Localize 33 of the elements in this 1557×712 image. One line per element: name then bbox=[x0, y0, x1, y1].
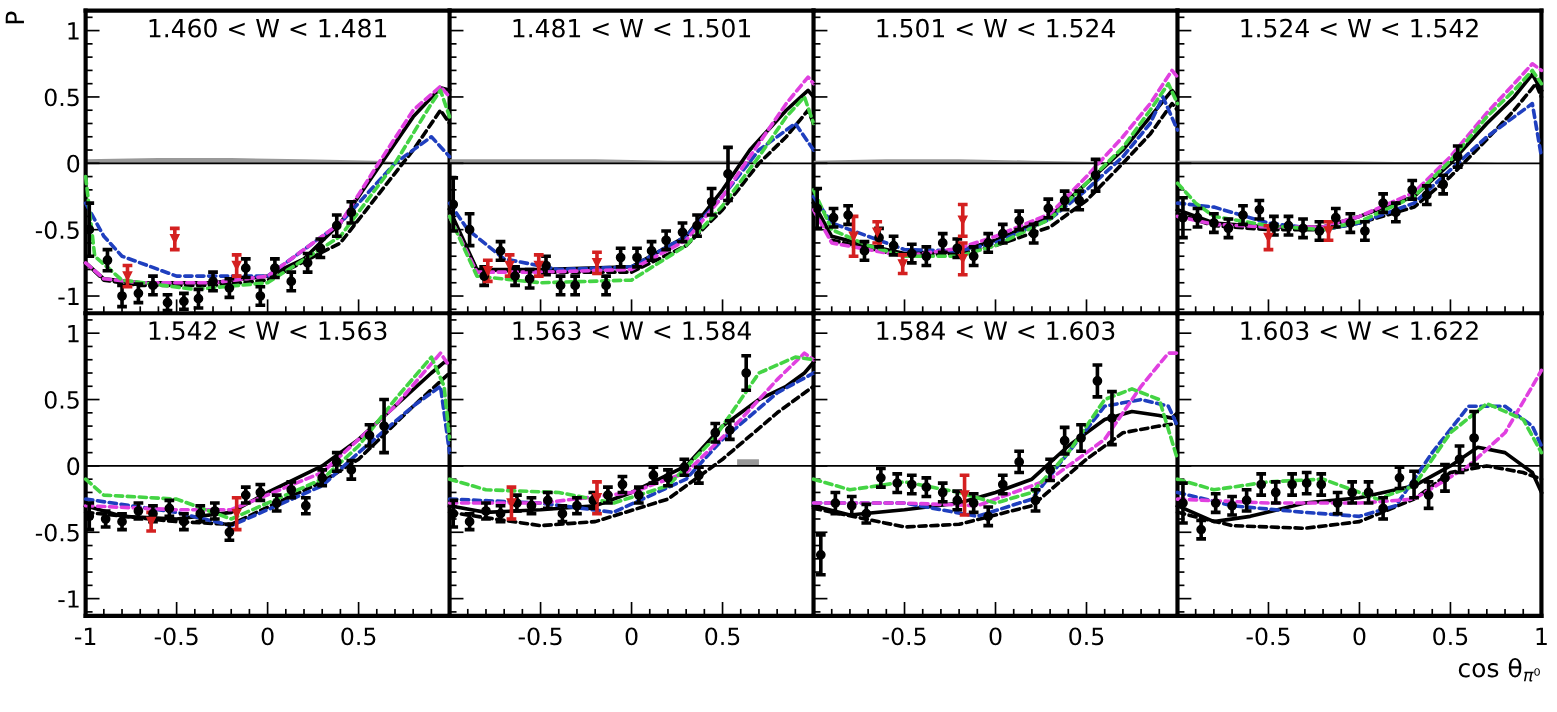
y-tick-label: 0.5 bbox=[44, 390, 79, 409]
x-tick-label: 0 bbox=[989, 627, 1002, 646]
x-tick-label: -0.5 bbox=[882, 627, 926, 646]
y-tick-label: -1 bbox=[58, 590, 79, 608]
y-tick-label: 0 bbox=[67, 154, 80, 173]
chart-title: 1.563 < W < 1.584 bbox=[513, 321, 751, 341]
x-tick-label: 0.5 bbox=[1433, 627, 1468, 646]
chart-title: 1.460 < W < 1.481 bbox=[149, 18, 387, 38]
x-tick-label: -0.5 bbox=[154, 627, 198, 646]
x-tick-label: 0.5 bbox=[341, 627, 376, 646]
chart-title: 1.481 < W < 1.501 bbox=[513, 18, 751, 38]
y-tick-label: 1 bbox=[68, 22, 79, 40]
y-tick-label: 0.5 bbox=[44, 88, 79, 107]
chart-title: 1.501 < W < 1.524 bbox=[877, 18, 1115, 38]
chart-title: 1.524 < W < 1.542 bbox=[1241, 18, 1478, 38]
x-tick-label: 1 bbox=[1536, 627, 1547, 645]
y-tick-label: -0.5 bbox=[35, 523, 79, 542]
y-tick-label: 1 bbox=[68, 324, 79, 343]
x-tick-label: 0.5 bbox=[705, 627, 740, 646]
y-tick-label: -0.5 bbox=[35, 221, 79, 239]
chart-title: 1.584 < W < 1.603 bbox=[877, 321, 1115, 341]
x-axis-title: cos θ$_{π⁰}$ bbox=[1458, 657, 1540, 682]
chart-title: 1.542 < W < 1.563 bbox=[149, 321, 387, 341]
x-tick-label: 0 bbox=[1353, 627, 1366, 646]
y-tick-label: -1 bbox=[58, 287, 79, 305]
x-tick-label: -0.5 bbox=[518, 627, 562, 646]
y-tick-label: 0 bbox=[67, 457, 80, 476]
chart-title: 1.603 < W < 1.622 bbox=[1241, 321, 1478, 341]
x-tick-label: -0.5 bbox=[1246, 627, 1290, 646]
x-tick-label: 0.5 bbox=[1069, 627, 1104, 646]
x-tick-label: 0 bbox=[261, 627, 274, 646]
y-axis-title: P bbox=[5, 11, 24, 24]
x-tick-label: 0 bbox=[625, 627, 638, 646]
